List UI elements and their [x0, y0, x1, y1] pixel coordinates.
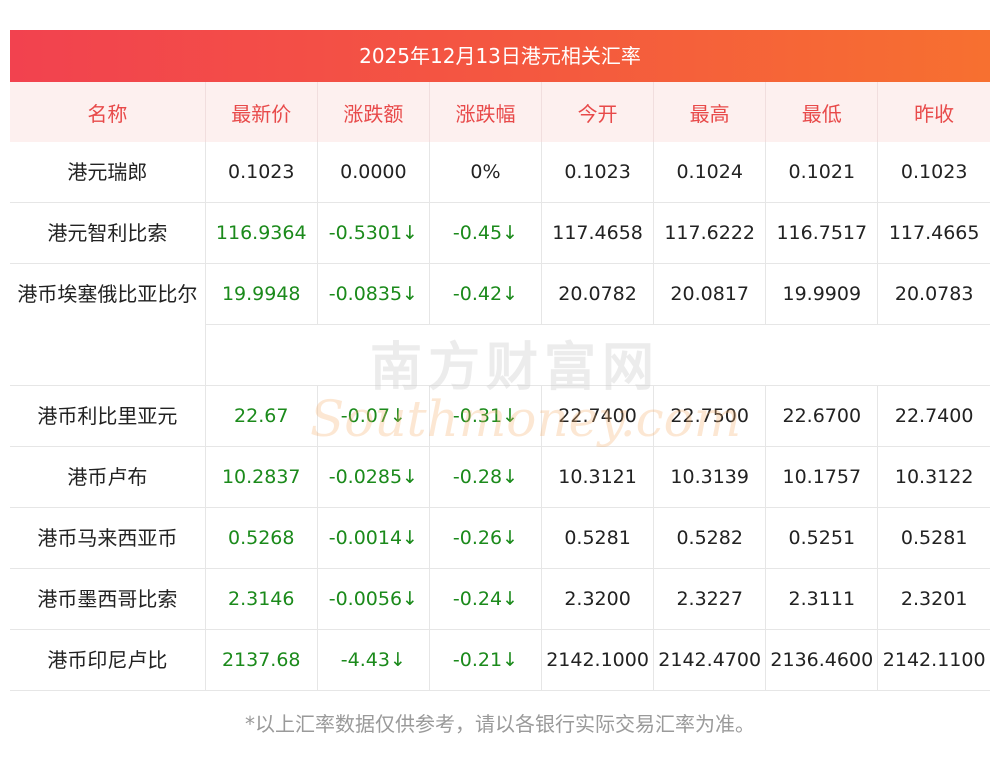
- currency-name: 港币利比里亚元: [10, 385, 206, 447]
- currency-name: 港币埃塞俄比亚比尔: [10, 263, 206, 386]
- open-price: 20.0782: [541, 263, 655, 325]
- low-price: 0.5251: [765, 507, 879, 569]
- open-price: 22.7400: [541, 385, 655, 447]
- latest-price: 116.9364: [205, 202, 318, 264]
- change-percent: -0.45↓: [429, 202, 543, 264]
- col-header-open: 今开: [541, 82, 655, 142]
- table-row: 港币墨西哥比索 2.3146 -0.0056↓ -0.24↓ 2.3200 2.…: [10, 568, 990, 630]
- table-row: 港币马来西亚币 0.5268 -0.0014↓ -0.26↓ 0.5281 0.…: [10, 507, 990, 569]
- change-percent: 0%: [429, 142, 543, 203]
- latest-price: 10.2837: [205, 446, 318, 508]
- open-price: 0.1023: [541, 142, 655, 203]
- prev-close: 2142.1100: [877, 629, 990, 691]
- table-row-continuation: [10, 324, 990, 386]
- prev-close: 2.3201: [877, 568, 990, 630]
- low-price: 22.6700: [765, 385, 879, 447]
- change-amount: -0.0014↓: [317, 507, 430, 569]
- low-price: 2136.4600: [765, 629, 879, 691]
- table-row: 港币利比里亚元 22.67 -0.07↓ -0.31↓ 22.7400 22.7…: [10, 385, 990, 447]
- latest-price: 0.5268: [205, 507, 318, 569]
- change-percent: -0.31↓: [429, 385, 543, 447]
- low-price: 10.1757: [765, 446, 879, 508]
- latest-price: 2137.68: [205, 629, 318, 691]
- low-price: 19.9909: [765, 263, 879, 325]
- prev-close: 22.7400: [877, 385, 990, 447]
- change-percent: -0.28↓: [429, 446, 543, 508]
- change-percent: -0.42↓: [429, 263, 543, 325]
- high-price: 22.7500: [653, 385, 767, 447]
- change-amount: -0.0835↓: [317, 263, 430, 325]
- table-title: 2025年12月13日港元相关汇率: [10, 30, 990, 82]
- low-price: 0.1021: [765, 142, 879, 203]
- change-amount: -0.0056↓: [317, 568, 430, 630]
- col-header-high: 最高: [653, 82, 767, 142]
- change-amount: -0.5301↓: [317, 202, 430, 264]
- rates-panel: 2025年12月13日港元相关汇率 名称 最新价 涨跌额 涨跌幅 今开 最高 最…: [10, 30, 990, 691]
- open-price: 2.3200: [541, 568, 655, 630]
- latest-price: 2.3146: [205, 568, 318, 630]
- high-price: 0.5282: [653, 507, 767, 569]
- col-header-pct: 涨跌幅: [429, 82, 543, 142]
- col-header-change: 涨跌额: [317, 82, 430, 142]
- latest-price: 0.1023: [205, 142, 318, 203]
- header-row: 名称 最新价 涨跌额 涨跌幅 今开 最高 最低 昨收: [10, 82, 990, 142]
- change-amount: 0.0000: [317, 142, 430, 203]
- change-percent: -0.21↓: [429, 629, 543, 691]
- latest-price: 19.9948: [205, 263, 318, 325]
- high-price: 117.6222: [653, 202, 767, 264]
- col-header-name: 名称: [10, 82, 206, 142]
- open-price: 117.4658: [541, 202, 655, 264]
- open-price: 10.3121: [541, 446, 655, 508]
- col-header-prev: 昨收: [877, 82, 990, 142]
- change-amount: -0.0285↓: [317, 446, 430, 508]
- currency-name: 港元瑞郎: [10, 142, 206, 203]
- latest-price: 22.67: [205, 385, 318, 447]
- table-row: 港元智利比索 116.9364 -0.5301↓ -0.45↓ 117.4658…: [10, 202, 990, 264]
- table-row: 港币卢布 10.2837 -0.0285↓ -0.28↓ 10.3121 10.…: [10, 446, 990, 508]
- table-row: 港币印尼卢比 2137.68 -4.43↓ -0.21↓ 2142.1000 2…: [10, 629, 990, 691]
- change-percent: -0.26↓: [429, 507, 543, 569]
- prev-close: 117.4665: [877, 202, 990, 264]
- high-price: 0.1024: [653, 142, 767, 203]
- empty-cell: [205, 324, 990, 386]
- rates-table: 名称 最新价 涨跌额 涨跌幅 今开 最高 最低 昨收 港元瑞郎 0.1023 0…: [10, 82, 990, 691]
- prev-close: 0.1023: [877, 142, 990, 203]
- currency-name: 港币马来西亚币: [10, 507, 206, 569]
- change-amount: -4.43↓: [317, 629, 430, 691]
- col-header-latest: 最新价: [205, 82, 318, 142]
- currency-name: 港币卢布: [10, 446, 206, 508]
- open-price: 2142.1000: [541, 629, 655, 691]
- change-percent: -0.24↓: [429, 568, 543, 630]
- high-price: 20.0817: [653, 263, 767, 325]
- col-header-low: 最低: [765, 82, 879, 142]
- table-row: 港元瑞郎 0.1023 0.0000 0% 0.1023 0.1024 0.10…: [10, 142, 990, 203]
- prev-close: 10.3122: [877, 446, 990, 508]
- currency-name: 港币印尼卢比: [10, 629, 206, 691]
- open-price: 0.5281: [541, 507, 655, 569]
- high-price: 2142.4700: [653, 629, 767, 691]
- disclaimer-footnote: *以上汇率数据仅供参考，请以各银行实际交易汇率为准。: [245, 712, 755, 736]
- high-price: 10.3139: [653, 446, 767, 508]
- low-price: 2.3111: [765, 568, 879, 630]
- table-row: 港币埃塞俄比亚比尔 19.9948 -0.0835↓ -0.42↓ 20.078…: [10, 263, 990, 386]
- prev-close: 20.0783: [877, 263, 990, 325]
- prev-close: 0.5281: [877, 507, 990, 569]
- low-price: 116.7517: [765, 202, 879, 264]
- currency-name: 港币墨西哥比索: [10, 568, 206, 630]
- currency-name: 港元智利比索: [10, 202, 206, 264]
- high-price: 2.3227: [653, 568, 767, 630]
- change-amount: -0.07↓: [317, 385, 430, 447]
